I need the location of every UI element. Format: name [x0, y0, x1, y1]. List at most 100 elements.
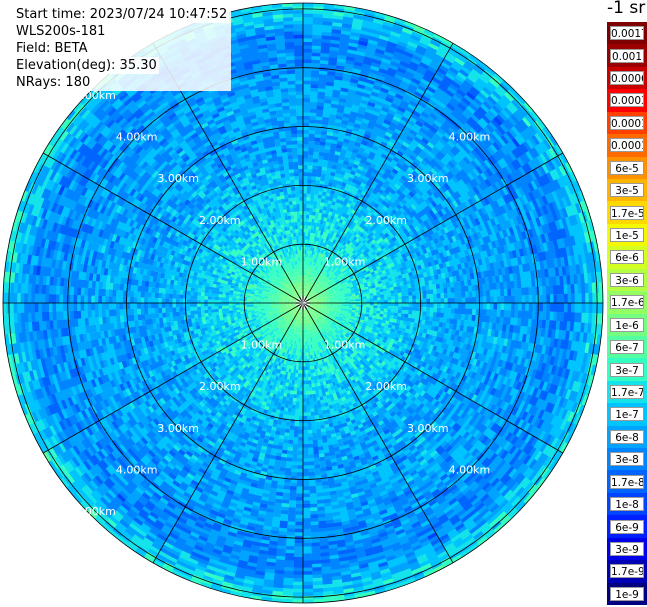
- range-gate-cell: [318, 80, 327, 86]
- range-gate-cell: [306, 196, 311, 201]
- range-gate-cell: [303, 23, 313, 28]
- range-gate-cell: [303, 122, 310, 127]
- range-gate-cell: [307, 178, 312, 184]
- range-gate-cell: [303, 97, 311, 102]
- range-gate-cell: [313, 147, 320, 153]
- range-gate-cell: [316, 112, 324, 117]
- range-gate-cell: [311, 214, 316, 220]
- range-gate-cell: [303, 245, 306, 251]
- range-gate-cell: [304, 253, 307, 258]
- range-gate-cell: [303, 288, 305, 293]
- range-gate-cell: [309, 203, 314, 209]
- range-gate-cell: [308, 136, 315, 142]
- range-gate-cell: [318, 77, 327, 82]
- range-gate-cell: [303, 80, 311, 85]
- range-gate-cell: [309, 118, 316, 124]
- range-gate-cell: [316, 172, 322, 178]
- range-gate-cell: [310, 232, 313, 237]
- range-gate-cell: [310, 228, 314, 234]
- range-gate-cell: [317, 165, 323, 171]
- range-gate-cell: [307, 239, 310, 244]
- range-gate-cell: [303, 150, 309, 155]
- range-gate-cell: [303, 104, 311, 110]
- range-gate-cell: [319, 55, 330, 61]
- range-gate-cell: [303, 30, 313, 35]
- range-gate-cell: [312, 16, 324, 22]
- range-gate-cell: [303, 270, 306, 275]
- range-gate-cell: [310, 189, 315, 195]
- range-gate-cell: [304, 256, 307, 261]
- range-gate-cell: [303, 20, 314, 25]
- range-gate-cell: [312, 158, 319, 163]
- range-gate-cell: [304, 277, 306, 282]
- range-gate-cell: [308, 217, 312, 223]
- range-gate-cell: [314, 129, 322, 135]
- range-gate-cell: [303, 147, 309, 152]
- range-gate-cell: [309, 122, 316, 127]
- range-gate-cell: [303, 235, 306, 240]
- range-gate-cell: [307, 175, 312, 180]
- range-gate-cell: [303, 101, 311, 106]
- range-gate-cell: [310, 73, 320, 78]
- range-gate-cell: [303, 228, 306, 233]
- range-gate-cell: [308, 150, 314, 156]
- range-gate-cell: [315, 176, 321, 181]
- range-gate-cell: [303, 189, 308, 194]
- range-gate-cell: [305, 217, 310, 223]
- range-gate-cell: [306, 210, 310, 215]
- range-gate-cell: [303, 129, 310, 134]
- range-gate-cell: [314, 140, 321, 146]
- range-gate-cell: [313, 200, 318, 206]
- range-gate-cell: [312, 27, 323, 32]
- range-gate-cell: [303, 217, 307, 222]
- range-gate-cell: [316, 169, 322, 174]
- range-gate-cell: [318, 154, 324, 160]
- range-gate-cell: [307, 256, 310, 262]
- range-gate-cell: [312, 168, 318, 174]
- range-gate-cell: [320, 133, 327, 139]
- range-gate-cell: [304, 281, 306, 286]
- range-gate-cell: [305, 270, 308, 276]
- range-gate-cell: [307, 164, 313, 170]
- range-gate-cell: [307, 228, 311, 233]
- range-gate-cell: [306, 249, 309, 254]
- range-gate-cell: [303, 161, 309, 166]
- range-gate-cell: [312, 204, 317, 209]
- range-gate-cell: [303, 140, 309, 145]
- range-gate-cell: [303, 175, 308, 180]
- range-gate-cell: [303, 168, 308, 173]
- range-gate-cell: [304, 260, 307, 265]
- range-gate-cell: [322, 109, 331, 115]
- range-gate-cell: [314, 190, 319, 195]
- range-gate-cell: [309, 207, 314, 212]
- range-gate-cell: [303, 12, 314, 18]
- range-gate-cell: [303, 154, 309, 159]
- range-gate-cell: [318, 73, 328, 79]
- range-gate-cell: [303, 34, 313, 39]
- range-gate-cell: [322, 112, 330, 118]
- range-gate-cell: [320, 41, 331, 47]
- range-gate-cell: [311, 179, 317, 184]
- range-gate-cell: [313, 151, 320, 156]
- range-gate-cell: [303, 55, 312, 60]
- range-gate-cell: [316, 101, 325, 107]
- range-gate-cell: [303, 196, 307, 201]
- range-gate-cell: [312, 161, 318, 167]
- range-gate-cell: [308, 224, 312, 230]
- range-gate-cell: [303, 94, 311, 99]
- range-gate-cell: [303, 288, 305, 293]
- range-gate-cell: [303, 41, 313, 46]
- range-gate-cell: [304, 284, 306, 290]
- range-gate-cell: [303, 37, 313, 42]
- range-gate-cell: [319, 137, 327, 143]
- range-gate-cell: [303, 200, 307, 205]
- range-gate-cell: [303, 72, 312, 78]
- range-gate-cell: [321, 119, 329, 125]
- range-gate-cell: [305, 224, 309, 230]
- range-gate-cell: [305, 221, 309, 226]
- range-gate-cell: [309, 104, 317, 110]
- range-gate-cell: [317, 87, 326, 93]
- range-gate-cell: [303, 185, 308, 191]
- range-gate-cell: [320, 130, 328, 136]
- range-gate-cell: [305, 277, 307, 283]
